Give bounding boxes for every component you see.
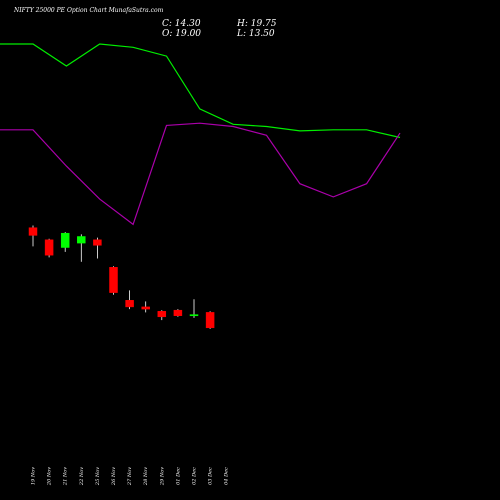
x-tick-label: 04 Dec: [224, 467, 230, 485]
candle-body: [60, 232, 70, 248]
candle-body: [125, 300, 134, 308]
x-tick-label: 19 Nov: [31, 467, 37, 485]
x-tick-label: 29 Nov: [159, 467, 165, 486]
candles: [28, 225, 215, 329]
x-tick-label: 25 Nov: [95, 467, 101, 486]
candle-body: [157, 311, 167, 318]
indicator-line-1: [0, 43, 401, 139]
x-tick-label: 02 Dec: [192, 467, 198, 485]
open-readout: O: 19.00: [162, 29, 201, 39]
candle-body: [93, 239, 102, 246]
high-readout: H: 19.75: [236, 19, 277, 29]
indicator-lines: [0, 43, 401, 226]
candle-body: [28, 227, 38, 236]
low-readout: L: 13.50: [236, 29, 275, 39]
x-tick-label: 26 Nov: [111, 467, 117, 486]
candle-body: [205, 312, 215, 329]
candle-body: [109, 267, 118, 293]
candle-body: [77, 236, 86, 244]
x-tick-label: 03 Dec: [208, 467, 214, 485]
x-tick-label: 21 Nov: [63, 467, 69, 486]
x-tick-label: 22 Nov: [79, 467, 85, 486]
x-axis-ticks: 19 Nov 20 Nov 21 Nov 22 Nov 25 Nov 26 Nov 27 N…: [31, 467, 230, 486]
x-tick-label: 28 Nov: [143, 467, 149, 486]
candle-body: [189, 314, 199, 317]
x-tick-label: 20 Nov: [47, 467, 53, 486]
candle-body: [141, 306, 150, 310]
candle-body: [173, 309, 183, 316]
chart-title: NIFTY 25000 PE Option Chart MunafaSutra.…: [13, 7, 164, 14]
close-readout: C: 14.30: [162, 19, 201, 29]
x-tick-label: 27 Nov: [127, 467, 133, 486]
x-tick-label: 01 Dec: [175, 467, 181, 485]
candle-body: [44, 239, 54, 256]
indicator-line-2: [0, 122, 401, 226]
